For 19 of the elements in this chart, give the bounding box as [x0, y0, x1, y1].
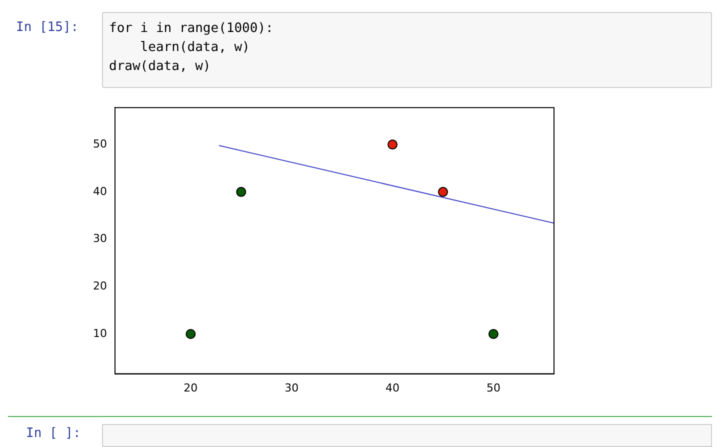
text: In [ ]: — [26, 426, 81, 442]
text: draw(data, w) — [109, 58, 212, 76]
point — [488, 329, 498, 340]
y-tick-label: 30 — [92, 232, 107, 246]
x-tick-label: 40 — [386, 381, 400, 394]
x-tick-label: 20 — [184, 381, 198, 394]
y-tick-label: 40 — [92, 184, 107, 198]
point — [438, 186, 448, 197]
point — [388, 140, 398, 150]
y-tick-label: 50 — [92, 137, 107, 150]
text: learn(data, w) — [139, 39, 251, 57]
text: for i in range(1000): — [109, 20, 274, 38]
x-tick-label: 30 — [284, 381, 299, 394]
x-tick-label: 50 — [486, 381, 500, 394]
point — [186, 329, 196, 340]
point — [236, 186, 246, 197]
y-tick-label: 10 — [92, 326, 107, 340]
y-tick-label: 20 — [92, 280, 107, 293]
text: In [15]: — [16, 20, 79, 35]
